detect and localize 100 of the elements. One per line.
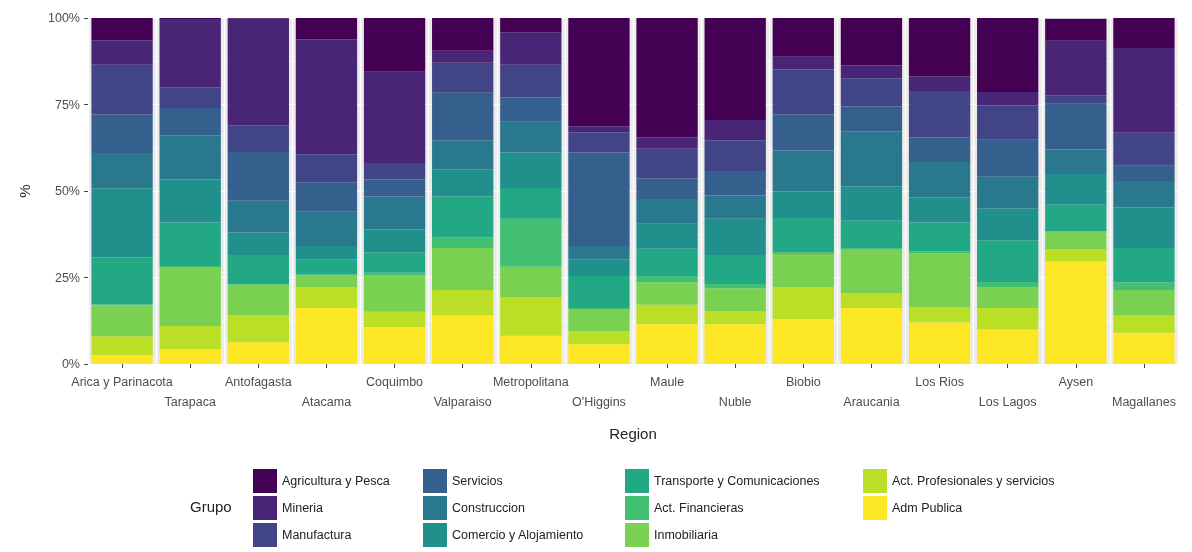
bar bbox=[363, 275, 426, 312]
bar bbox=[977, 307, 1039, 330]
bar bbox=[432, 140, 494, 170]
bar bbox=[1045, 40, 1107, 96]
y-tick-label: 0% bbox=[61, 357, 80, 371]
bar bbox=[1113, 207, 1175, 249]
bar bbox=[1045, 18, 1107, 41]
bar bbox=[432, 50, 494, 63]
y-axis-title: % bbox=[16, 184, 33, 198]
bar bbox=[1045, 95, 1107, 104]
bar bbox=[1045, 231, 1107, 250]
bar bbox=[91, 257, 153, 305]
bar bbox=[636, 304, 698, 325]
bar bbox=[295, 307, 358, 364]
bar bbox=[295, 182, 358, 212]
bar bbox=[1045, 103, 1107, 150]
bar bbox=[1113, 165, 1175, 181]
bar bbox=[1113, 18, 1175, 49]
bar bbox=[159, 222, 221, 267]
bar bbox=[500, 64, 562, 98]
legend-label: Construccion bbox=[452, 501, 525, 515]
bar bbox=[772, 191, 834, 218]
bar bbox=[295, 154, 358, 183]
bar bbox=[363, 311, 426, 327]
bar bbox=[704, 120, 766, 141]
bar bbox=[908, 252, 971, 307]
legend-label: Comercio y Alojamiento bbox=[452, 528, 584, 542]
bar bbox=[908, 322, 971, 364]
bar bbox=[295, 246, 358, 260]
bar bbox=[500, 97, 562, 122]
bar bbox=[1045, 261, 1107, 364]
x-tick-label: Biobio bbox=[785, 375, 821, 389]
x-tick-label: Valparaiso bbox=[433, 395, 492, 409]
bar bbox=[1113, 248, 1175, 283]
bar bbox=[432, 18, 494, 51]
bar bbox=[908, 76, 971, 92]
bar bbox=[772, 217, 834, 253]
bar bbox=[840, 293, 903, 308]
bar bbox=[840, 220, 903, 249]
bar bbox=[1113, 180, 1175, 208]
x-tick-label: Tarapaca bbox=[164, 395, 216, 409]
bar bbox=[908, 137, 971, 162]
bar bbox=[500, 32, 562, 65]
bar bbox=[295, 39, 358, 155]
bar bbox=[636, 148, 698, 179]
bar bbox=[977, 18, 1039, 93]
bar bbox=[568, 126, 630, 133]
bar bbox=[908, 161, 971, 198]
bar bbox=[159, 87, 221, 108]
bar bbox=[432, 248, 494, 290]
bar bbox=[568, 331, 630, 345]
x-tick-label: O'Higgins bbox=[572, 395, 626, 409]
bar bbox=[568, 132, 630, 153]
bar bbox=[227, 284, 289, 316]
bar bbox=[636, 282, 698, 305]
bar bbox=[500, 335, 562, 364]
legend-label: Mineria bbox=[282, 501, 324, 515]
x-tick-label: Maule bbox=[650, 375, 685, 389]
bar bbox=[568, 259, 630, 277]
bar bbox=[227, 342, 289, 364]
bar bbox=[840, 307, 903, 364]
bar bbox=[159, 19, 221, 88]
bar bbox=[1113, 48, 1175, 133]
bar bbox=[977, 287, 1039, 308]
legend-label: Act. Financieras bbox=[654, 501, 744, 515]
bar bbox=[227, 200, 289, 233]
bar bbox=[227, 151, 289, 201]
bar bbox=[295, 211, 358, 247]
x-tick-label: Arica y Parinacota bbox=[71, 375, 173, 389]
bar bbox=[432, 196, 494, 238]
bar bbox=[363, 229, 426, 253]
bar bbox=[432, 92, 494, 141]
x-axis-title: Region bbox=[609, 425, 657, 442]
bar bbox=[500, 266, 562, 298]
bar bbox=[295, 259, 358, 275]
x-tick-label: Coquimbo bbox=[366, 375, 424, 389]
bar bbox=[1045, 204, 1107, 232]
bar bbox=[908, 197, 971, 223]
bar bbox=[159, 107, 221, 136]
bar bbox=[704, 311, 766, 325]
bar bbox=[432, 169, 494, 197]
legend-label: Inmobiliaria bbox=[654, 528, 718, 542]
bar bbox=[977, 92, 1039, 106]
bar bbox=[704, 255, 766, 285]
bar bbox=[977, 329, 1039, 364]
bar bbox=[636, 178, 698, 199]
bar bbox=[1045, 149, 1107, 175]
bar bbox=[363, 252, 426, 273]
bar bbox=[500, 218, 562, 267]
bar bbox=[363, 162, 426, 180]
bar bbox=[227, 125, 289, 152]
x-tick-label: Metropolitana bbox=[492, 375, 569, 389]
bar bbox=[432, 315, 494, 364]
x-tick-label: Nuble bbox=[718, 395, 752, 409]
bar bbox=[1113, 132, 1175, 166]
legend-label: Agricultura y Pesca bbox=[282, 474, 390, 488]
bar bbox=[772, 253, 834, 288]
bar bbox=[227, 255, 289, 285]
bar bbox=[977, 105, 1039, 140]
bar bbox=[159, 325, 221, 350]
